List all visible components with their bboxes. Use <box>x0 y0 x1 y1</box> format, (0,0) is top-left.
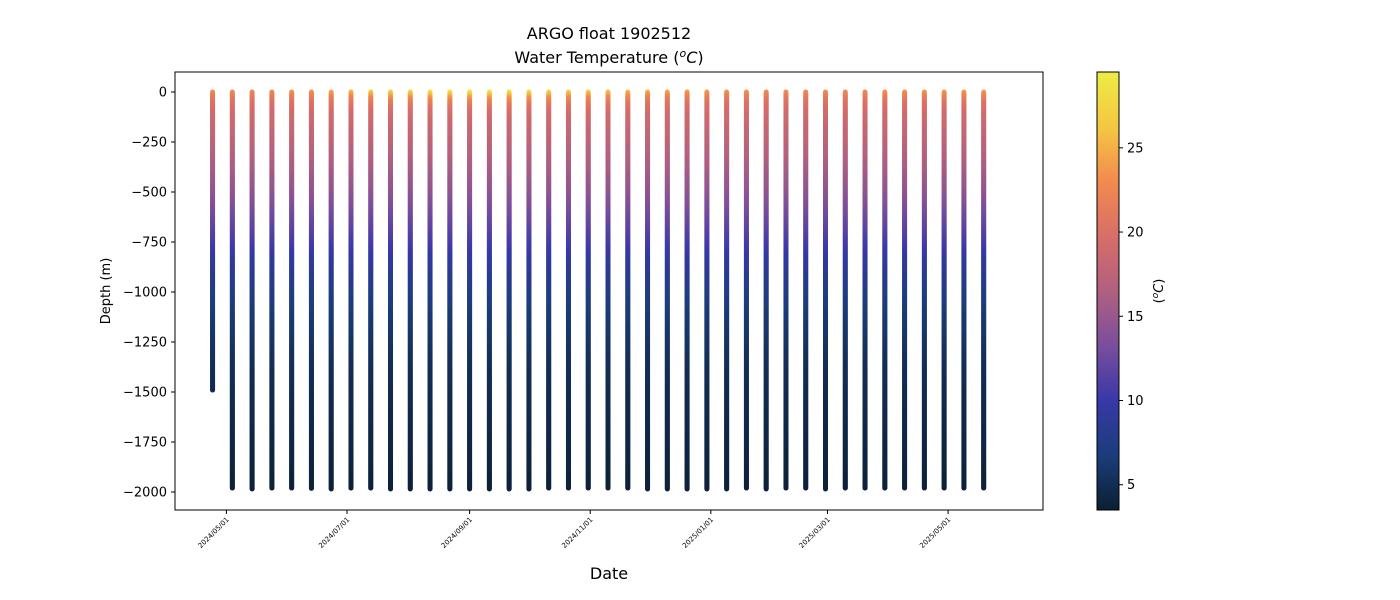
subtitle-suffix: ) <box>697 48 703 67</box>
subtitle-unit-sup: o <box>679 47 686 60</box>
subtitle-prefix: Water Temperature ( <box>514 48 679 67</box>
profile-marks <box>210 89 987 492</box>
chart-title: ARGO float 1902512 <box>527 24 691 43</box>
subtitle-unit-main: C <box>686 48 698 67</box>
chart-subtitle: Water Temperature (oC) <box>514 47 703 67</box>
